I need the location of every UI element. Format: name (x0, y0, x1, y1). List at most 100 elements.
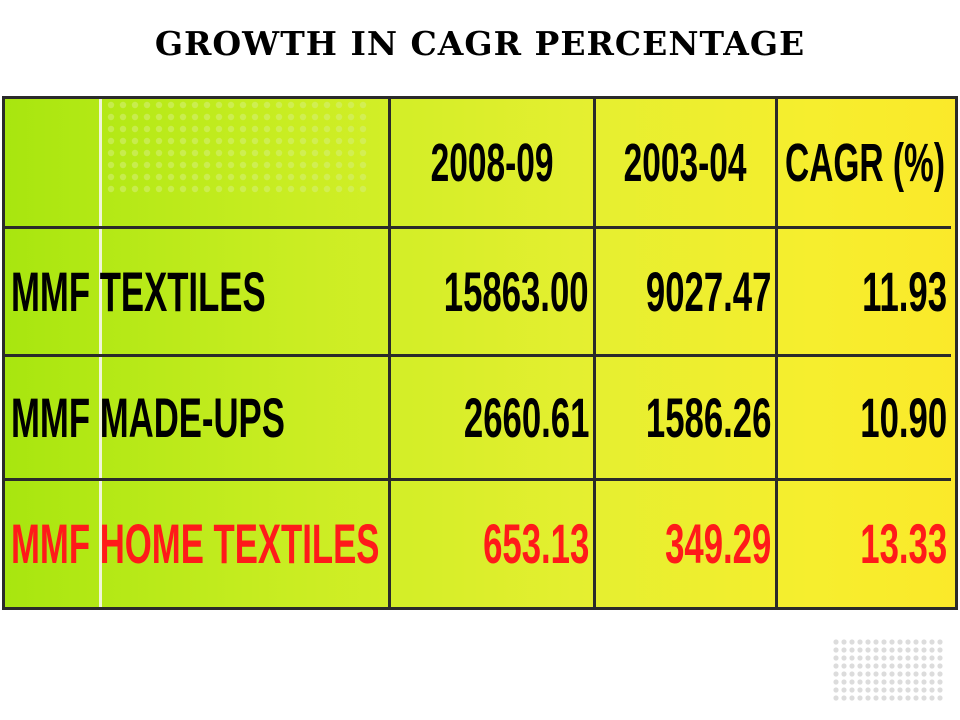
decorative-dot (873, 671, 879, 677)
decorative-dot (897, 695, 903, 701)
decorative-dot (937, 663, 943, 669)
value-2008-09: 653.13 (482, 512, 589, 575)
decorative-dot (833, 679, 839, 685)
decorative-dot (897, 647, 903, 653)
decorative-dot (841, 647, 847, 653)
decorative-dot (857, 655, 863, 661)
decorative-dot (833, 687, 839, 693)
decorative-dot (921, 663, 927, 669)
decorative-dot (905, 679, 911, 685)
decorative-dot (929, 647, 935, 653)
decorative-dot (857, 679, 863, 685)
decorative-dot (905, 639, 911, 645)
decorative-dot (889, 663, 895, 669)
decorative-dot (857, 639, 863, 645)
decorative-dot (865, 663, 871, 669)
header-empty-cell (5, 99, 391, 229)
decorative-dot (921, 695, 927, 701)
decorative-dot (905, 655, 911, 661)
decorative-dot (873, 639, 879, 645)
decorative-dot (921, 639, 927, 645)
decorative-dot (937, 695, 943, 701)
decorative-dot (913, 647, 919, 653)
decorative-dot (873, 663, 879, 669)
value-2003-04: 349.29 (664, 512, 771, 575)
header-2003-04: 2003-04 (596, 99, 778, 229)
decorative-dot (889, 647, 895, 653)
table-cell: 10.90 (778, 357, 951, 481)
table-cell: 11.93 (778, 229, 951, 357)
decorative-dot (921, 679, 927, 685)
header-2008-09: 2008-09 (391, 99, 596, 229)
decorative-dot (849, 679, 855, 685)
decorative-dot (905, 663, 911, 669)
row-name-mmf-textiles: MMF TEXTILES (11, 259, 266, 323)
decorative-dot (905, 671, 911, 677)
decorative-dot (929, 687, 935, 693)
decorative-dot (849, 647, 855, 653)
decorative-dot (937, 687, 943, 693)
table-row-name: MMF TEXTILES (5, 229, 391, 357)
decorative-dot (873, 647, 879, 653)
decorative-dot (897, 679, 903, 685)
decorative-dot (833, 639, 839, 645)
value-2008-09: 15863.00 (444, 259, 589, 323)
decorative-dot (865, 671, 871, 677)
value-cagr: 10.90 (860, 385, 947, 449)
column-divider (99, 99, 102, 607)
decorative-dot (913, 695, 919, 701)
decorative-dot (929, 695, 935, 701)
decorative-dot (849, 639, 855, 645)
decorative-dot (889, 639, 895, 645)
header-2008-09-label: 2008-09 (430, 132, 554, 193)
decorative-dot (849, 687, 855, 693)
decorative-dot (937, 639, 943, 645)
decorative-dot (881, 655, 887, 661)
header-cagr: CAGR (%) (778, 99, 951, 229)
decorative-dot (889, 695, 895, 701)
cagr-table: 2008-09 2003-04 CAGR (%) MMF TEXTILES 15… (2, 96, 958, 610)
decorative-dot (913, 663, 919, 669)
table-cell: 349.29 (596, 481, 778, 607)
value-2003-04: 1586.26 (645, 385, 771, 449)
decorative-dot (913, 671, 919, 677)
value-cagr: 11.93 (862, 259, 947, 323)
decorative-dot (937, 647, 943, 653)
decorative-dot (841, 639, 847, 645)
decorative-dot (921, 687, 927, 693)
decorative-dot (929, 655, 935, 661)
decorative-dot (841, 695, 847, 701)
decorative-dot-pattern-corner (833, 639, 943, 701)
decorative-dot (849, 671, 855, 677)
decorative-dot (841, 655, 847, 661)
decorative-dot (865, 647, 871, 653)
decorative-dot (889, 687, 895, 693)
decorative-dot (921, 655, 927, 661)
decorative-dot (929, 663, 935, 669)
decorative-dot (913, 639, 919, 645)
decorative-dot (929, 639, 935, 645)
decorative-dot (833, 671, 839, 677)
decorative-dot (833, 695, 839, 701)
decorative-dot (889, 655, 895, 661)
table-cell: 13.33 (778, 481, 951, 607)
decorative-dot (865, 639, 871, 645)
decorative-dot (897, 687, 903, 693)
decorative-dot (881, 695, 887, 701)
decorative-dot (841, 663, 847, 669)
decorative-dot (881, 687, 887, 693)
decorative-dot (857, 647, 863, 653)
decorative-dot (873, 679, 879, 685)
decorative-dot (929, 671, 935, 677)
table-row-name: MMF HOME TEXTILES (5, 481, 391, 607)
table-grid: 2008-09 2003-04 CAGR (%) MMF TEXTILES 15… (5, 99, 955, 607)
decorative-dot (849, 663, 855, 669)
decorative-dot (889, 679, 895, 685)
decorative-dot (865, 679, 871, 685)
row-name-mmf-home-textiles: MMF HOME TEXTILES (11, 512, 380, 575)
decorative-dot (857, 695, 863, 701)
decorative-dot (873, 655, 879, 661)
decorative-dot (913, 687, 919, 693)
decorative-dot (881, 647, 887, 653)
decorative-dot (905, 687, 911, 693)
